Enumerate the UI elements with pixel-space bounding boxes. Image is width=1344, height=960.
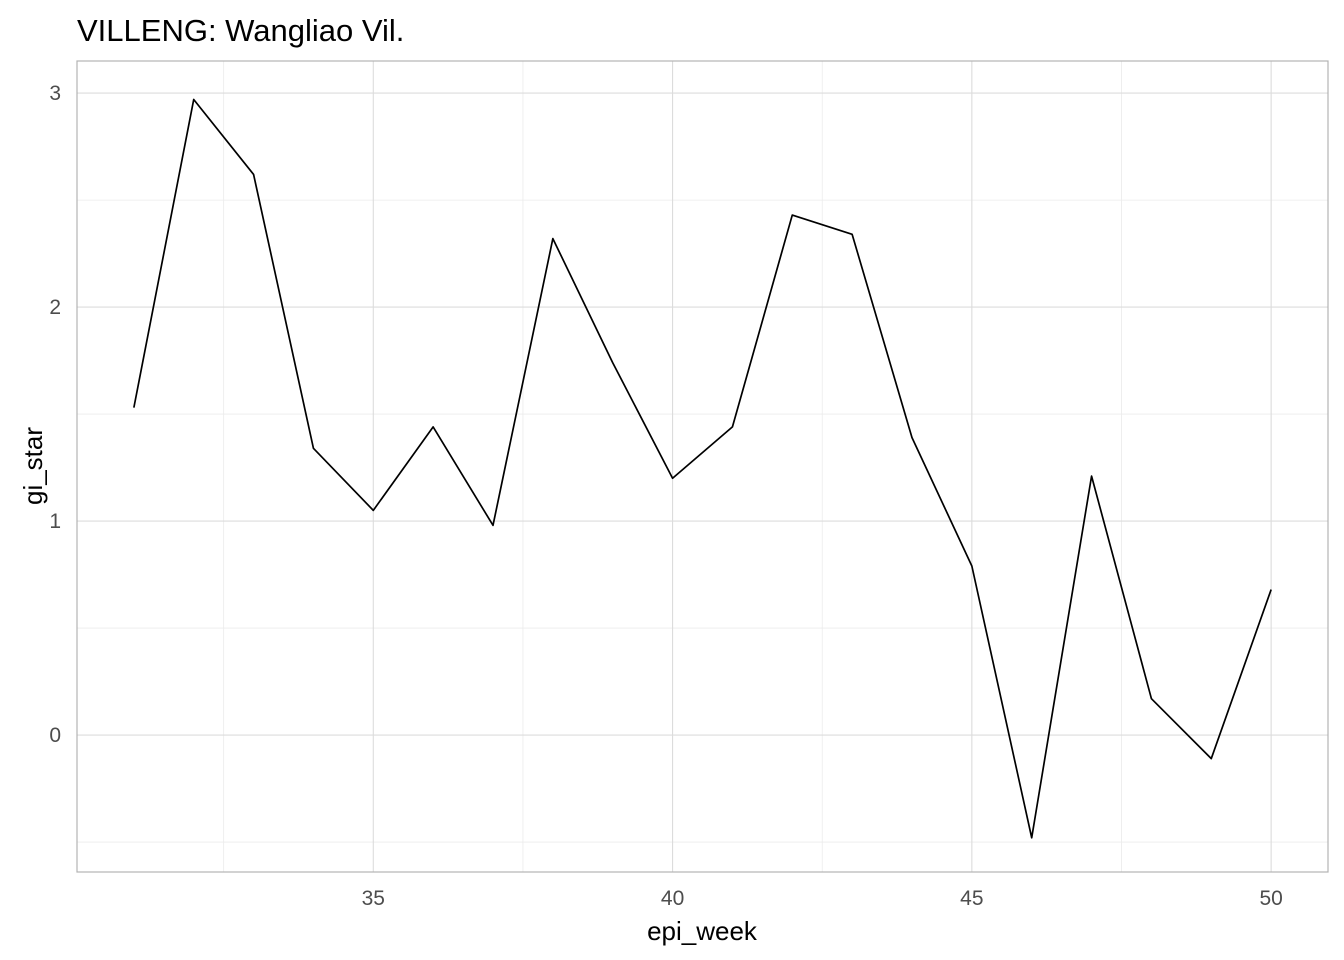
x-tick-label: 40 (661, 887, 684, 910)
x-tick-label: 50 (1259, 887, 1282, 910)
y-tick-label: 0 (49, 724, 61, 747)
y-tick-label: 3 (49, 82, 61, 105)
y-axis-label: gi_star (18, 427, 48, 505)
plot-panel (76, 60, 1329, 873)
x-axis-ticks: 35 40 45 50 (362, 887, 1283, 910)
y-axis-ticks: 0 1 2 3 (49, 82, 61, 747)
series-line (133, 98, 1272, 839)
x-tick-label: 35 (362, 887, 385, 910)
chart-title: VILLENG: Wangliao Vil. (77, 13, 404, 48)
minor-gridlines (77, 61, 1328, 872)
major-gridlines (77, 61, 1328, 872)
y-tick-label: 2 (49, 296, 61, 319)
y-tick-label: 1 (49, 510, 61, 533)
x-tick-label: 45 (960, 887, 983, 910)
x-axis-label: epi_week (647, 916, 758, 946)
